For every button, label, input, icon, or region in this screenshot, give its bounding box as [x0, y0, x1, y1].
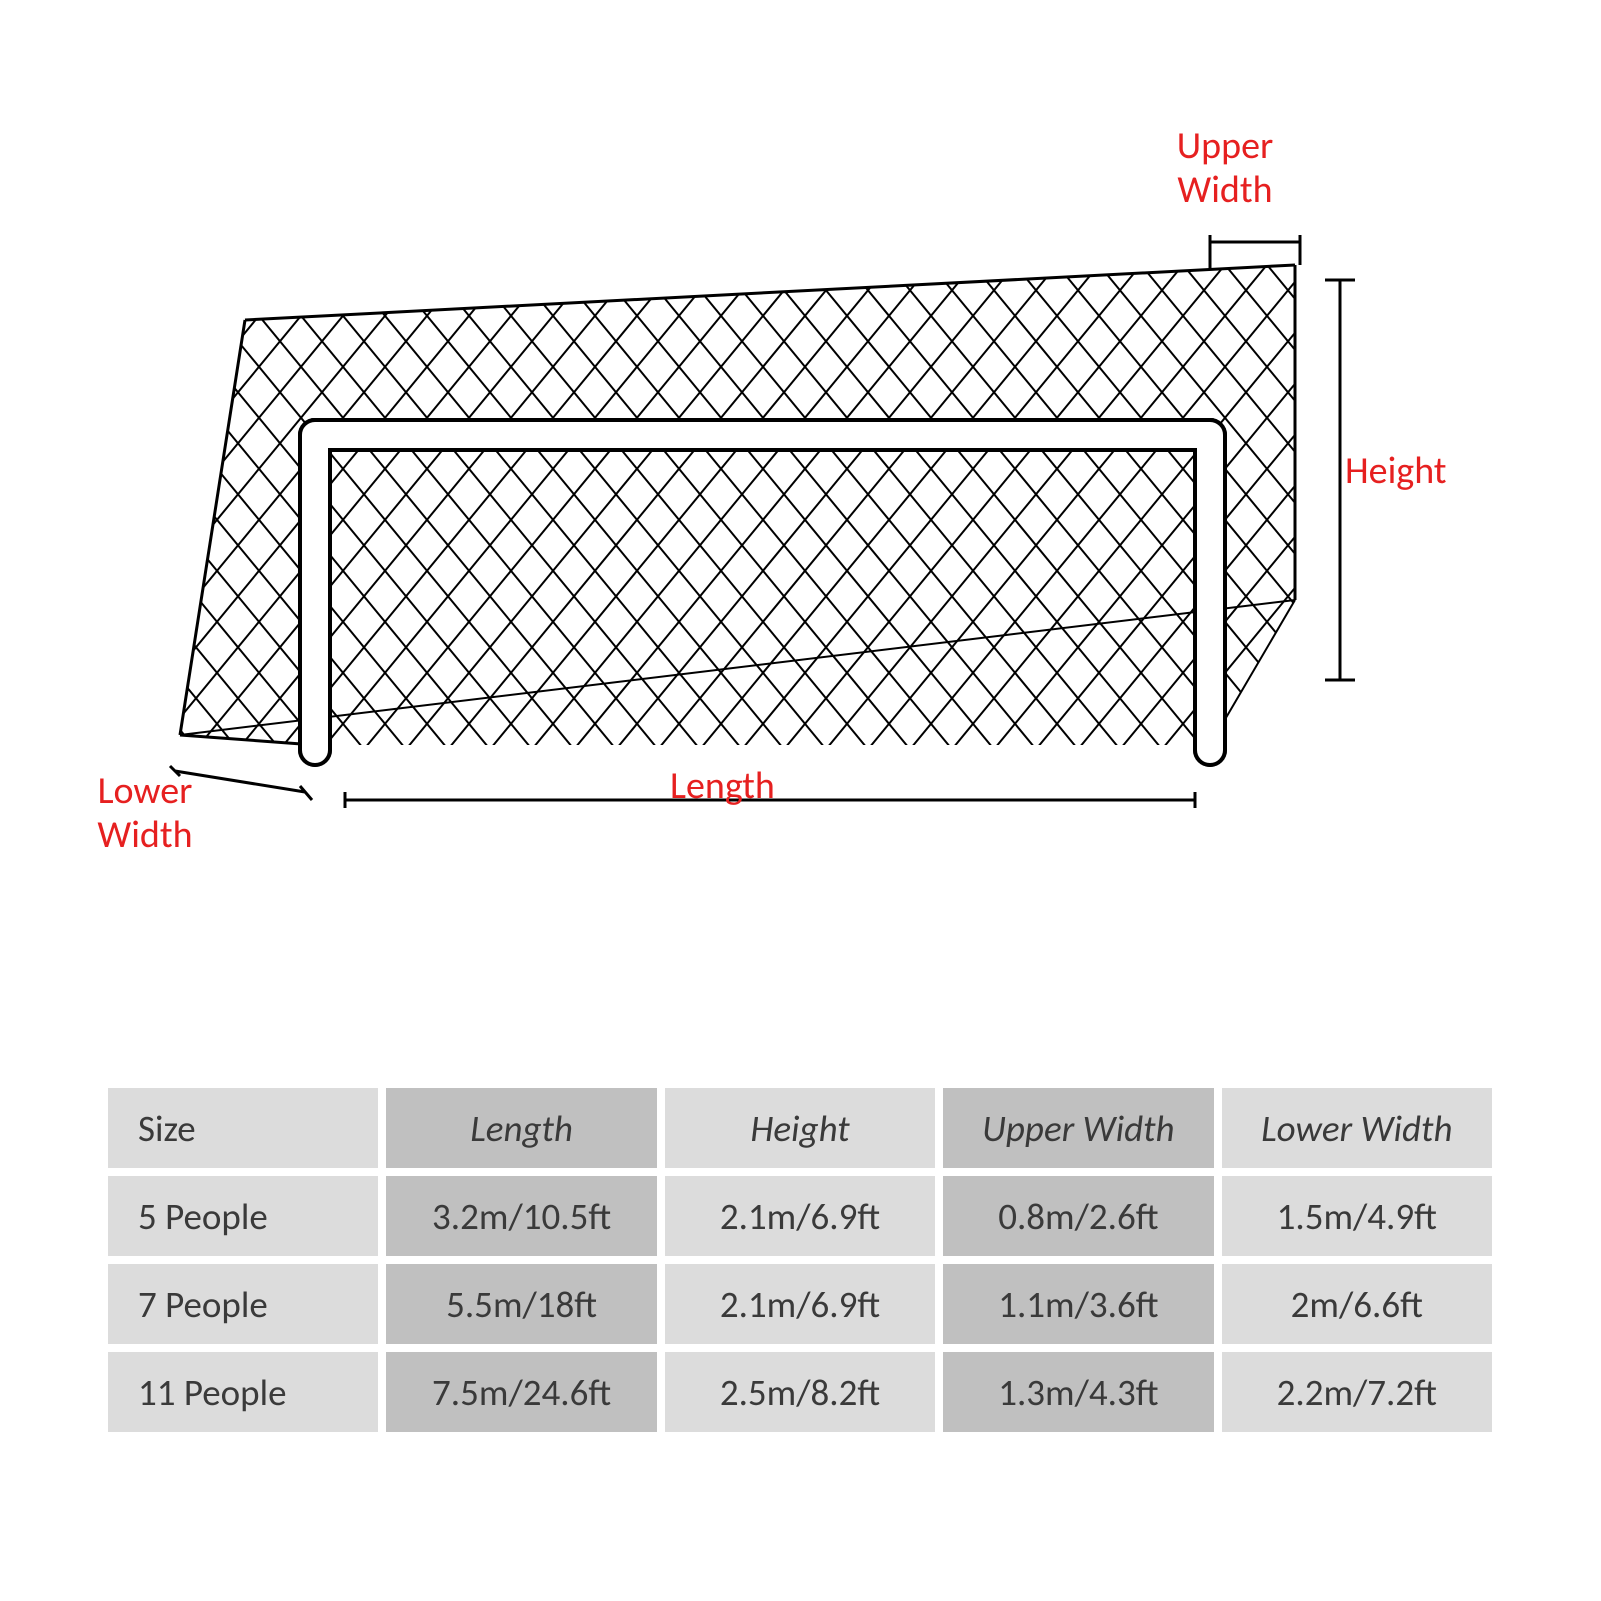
table-header-row: Size Length Height Upper Width Lower Wid… — [108, 1088, 1492, 1168]
cell: 2m/6.6ft — [1222, 1264, 1492, 1344]
label-upper-width: UpperWidth — [1135, 125, 1315, 212]
table-row: 11 People 7.5m/24.6ft 2.5m/8.2ft 1.3m/4.… — [108, 1352, 1492, 1432]
cell: 3.2m/10.5ft — [386, 1176, 656, 1256]
net-group — [150, 180, 1450, 980]
frame-group — [300, 420, 1225, 765]
size-table: Size Length Height Upper Width Lower Wid… — [100, 1080, 1500, 1440]
table-row: 5 People 3.2m/10.5ft 2.1m/6.9ft 0.8m/2.6… — [108, 1176, 1492, 1256]
label-height: Height — [1345, 450, 1447, 494]
label-lower-width: LowerWidth — [75, 770, 215, 857]
cell: 0.8m/2.6ft — [943, 1176, 1213, 1256]
goal-svg — [150, 180, 1450, 980]
col-size: Size — [108, 1088, 378, 1168]
cell: 5 People — [108, 1176, 378, 1256]
cell: 1.5m/4.9ft — [1222, 1176, 1492, 1256]
cell: 1.1m/3.6ft — [943, 1264, 1213, 1344]
cell: 1.3m/4.3ft — [943, 1352, 1213, 1432]
col-upper-width: Upper Width — [943, 1088, 1213, 1168]
col-height: Height — [665, 1088, 935, 1168]
cell: 7 People — [108, 1264, 378, 1344]
cell: 2.1m/6.9ft — [665, 1264, 935, 1344]
table-row: 7 People 5.5m/18ft 2.1m/6.9ft 1.1m/3.6ft… — [108, 1264, 1492, 1344]
cell: 7.5m/24.6ft — [386, 1352, 656, 1432]
cell: 2.2m/7.2ft — [1222, 1352, 1492, 1432]
col-length: Length — [386, 1088, 656, 1168]
cell: 2.1m/6.9ft — [665, 1176, 935, 1256]
size-table-area: Size Length Height Upper Width Lower Wid… — [100, 1080, 1500, 1440]
label-length: Length — [670, 765, 775, 809]
cell: 2.5m/8.2ft — [665, 1352, 935, 1432]
col-lower-width: Lower Width — [1222, 1088, 1492, 1168]
cell: 11 People — [108, 1352, 378, 1432]
cell: 5.5m/18ft — [386, 1264, 656, 1344]
goal-diagram: UpperWidth Height Length LowerWidth — [150, 180, 1450, 980]
